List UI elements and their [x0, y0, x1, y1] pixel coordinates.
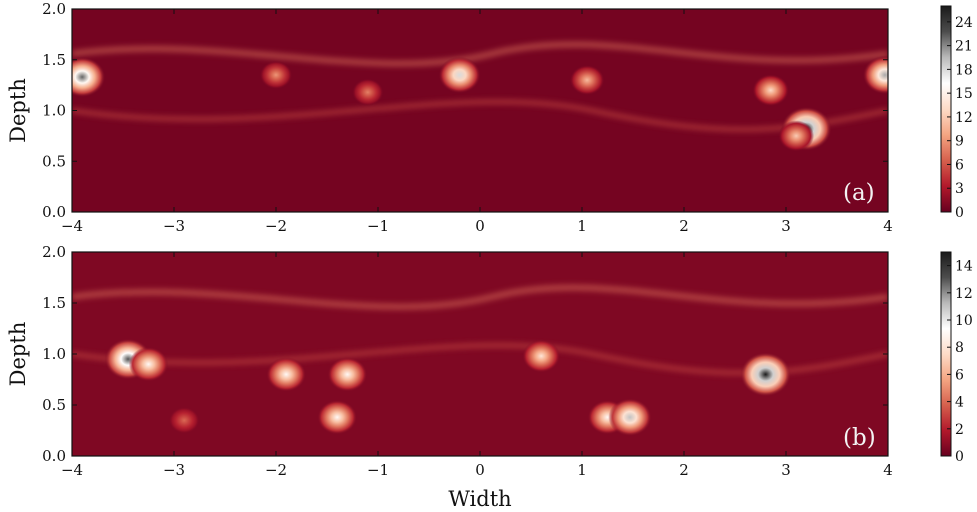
vortex-mark: [608, 398, 652, 437]
colorbar-tick-label: 6: [955, 367, 964, 383]
y-axis-label: Depth: [6, 78, 30, 143]
y-tick-label: 0.5: [42, 152, 66, 170]
colorbar-tick-label: 6: [955, 157, 964, 173]
vortex-mark: [327, 357, 368, 392]
x-tick-label: −2: [265, 217, 287, 235]
colorbar-tick-label: 12: [955, 110, 973, 126]
heatmap-field: [72, 252, 888, 456]
heatmap-background: [72, 9, 888, 212]
vortex-mark: [438, 56, 481, 94]
x-axis-label: Width: [448, 487, 511, 511]
y-tick-label: 1.5: [42, 294, 66, 312]
colorbar-tick-label: 21: [955, 39, 973, 55]
y-tick-label: 0.0: [42, 203, 66, 221]
x-tick-label: 0: [475, 461, 485, 479]
x-tick-label: −4: [61, 461, 83, 479]
colorbar-tick-label: 8: [955, 340, 964, 356]
y-tick-label: 0.0: [42, 447, 66, 465]
vortex-mark: [569, 64, 605, 96]
y-tick-label: 2.0: [42, 0, 66, 18]
colorbar-tick-label: 24: [955, 15, 973, 31]
shear-band: [72, 284, 888, 310]
vortex-mark: [259, 60, 293, 90]
x-tick-label: −1: [367, 461, 389, 479]
x-tick-label: −4: [61, 217, 83, 235]
y-tick-label: 1.5: [42, 51, 66, 69]
vortex-mark: [266, 357, 306, 392]
x-tick-label: 3: [781, 461, 791, 479]
colorbar-gradient: [940, 5, 952, 213]
x-tick-label: −3: [163, 217, 185, 235]
vortex-mark: [317, 400, 357, 435]
x-tick-label: 1: [577, 217, 587, 235]
vortex-mark: [169, 407, 200, 434]
x-tick-label: 0: [475, 217, 485, 235]
vortex-mark: [352, 78, 384, 106]
colorbar-tick-label: 0: [955, 205, 964, 221]
colorbar-tick-label: 4: [955, 395, 964, 411]
vortex-mark: [740, 352, 791, 397]
colorbar: 0 2 4 6 8 10 12 14: [940, 251, 973, 465]
colorbar-tick-label: 18: [955, 62, 973, 78]
x-tick-label: −3: [163, 461, 185, 479]
colorbar-tick-label: 3: [955, 181, 964, 197]
heatmap-background: [72, 252, 888, 456]
colorbar-tick-label: 12: [955, 286, 973, 302]
panel-label: (b): [843, 425, 876, 451]
vortex-mark: [522, 339, 561, 373]
shear-band: [72, 41, 888, 67]
colorbar-tick-label: 2: [955, 422, 964, 438]
y-tick-label: 0.5: [42, 396, 66, 414]
x-tick-label: −1: [367, 217, 389, 235]
x-tick-label: 4: [883, 461, 893, 479]
y-tick-label: 1.0: [42, 102, 66, 120]
panel-b: −4 −3 −2 −1 0 1 2 3 40.00.51.01.52.0DepthWidth(b…: [6, 243, 973, 511]
colorbar-tick-label: 0: [955, 449, 964, 465]
colorbar-tick-label: 14: [955, 259, 973, 275]
colorbar-tick-label: 9: [955, 134, 964, 150]
y-axis-label: Depth: [6, 322, 30, 387]
colorbar-tick-label: 10: [955, 313, 973, 329]
x-tick-label: 1: [577, 461, 587, 479]
vortex-mark: [128, 347, 169, 382]
y-tick-label: 2.0: [42, 243, 66, 261]
x-tick-label: 2: [679, 461, 689, 479]
colorbar-tick-label: 15: [955, 86, 973, 102]
y-tick-label: 1.0: [42, 345, 66, 363]
x-tick-label: −2: [265, 461, 287, 479]
colorbar: 0 3 6 9 12 15 18 21 24: [940, 5, 973, 221]
x-tick-label: 3: [781, 217, 791, 235]
vortex-mark: [862, 55, 888, 95]
vortex-mark: [752, 74, 790, 107]
x-tick-label: 4: [883, 217, 893, 235]
panel-label: (a): [843, 180, 875, 206]
colorbar-gradient: [940, 251, 952, 457]
vortex-mark: [778, 120, 815, 152]
heatmap-field: [72, 9, 888, 212]
vortex-mark: [72, 56, 106, 98]
x-tick-label: 2: [679, 217, 689, 235]
panel-a: −4 −3 −2 −1 0 1 2 3 40.00.51.01.52.0Depth(a)0369…: [6, 0, 973, 235]
